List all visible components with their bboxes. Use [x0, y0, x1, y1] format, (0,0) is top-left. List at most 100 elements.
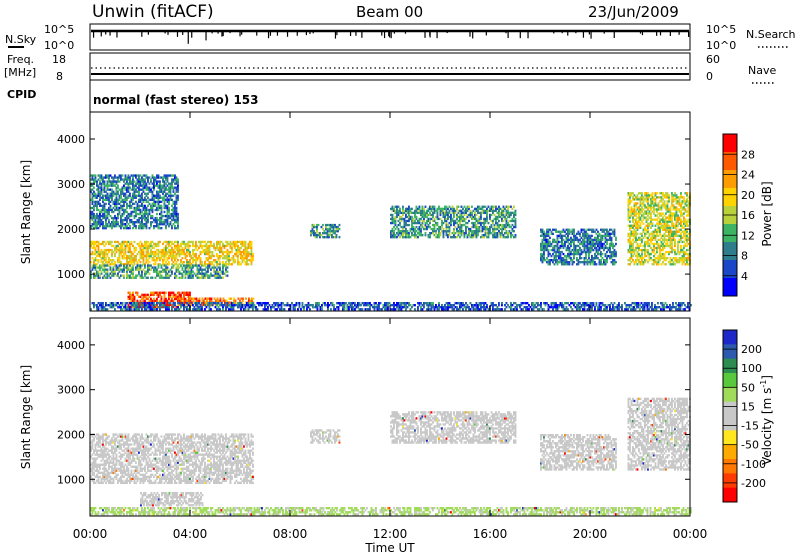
- power-cell: [194, 297, 196, 300]
- power-cell: [630, 250, 633, 254]
- power-cell: [105, 221, 107, 224]
- power-cell: [103, 206, 106, 210]
- power-cell: [555, 230, 557, 233]
- power-cell: [238, 246, 241, 250]
- power-cell: [136, 204, 139, 208]
- power-cell: [474, 234, 476, 237]
- power-cell: [632, 254, 634, 258]
- power-cell: [408, 223, 410, 227]
- power-cell: [175, 188, 178, 191]
- power-cell: [102, 204, 104, 208]
- power-cell: [157, 206, 160, 210]
- power-cell: [226, 244, 229, 248]
- power-cell: [180, 297, 183, 300]
- power-cell: [546, 238, 548, 242]
- power-cell: [109, 248, 112, 252]
- power-cell: [651, 196, 654, 199]
- power-cell: [135, 210, 137, 214]
- power-cell: [311, 232, 314, 235]
- power-cell: [126, 176, 128, 179]
- power-cell: [100, 218, 103, 222]
- power-cell: [666, 242, 669, 246]
- power-cell: [510, 236, 512, 239]
- power-cell: [662, 248, 664, 252]
- power-cell: [592, 242, 595, 246]
- power-cell: [154, 250, 157, 254]
- power-cell: [674, 263, 676, 266]
- power-cell: [660, 236, 663, 240]
- power-cell: [189, 254, 191, 258]
- power-cell: [558, 240, 560, 244]
- power-cell: [144, 186, 146, 189]
- power-cell: [150, 208, 152, 212]
- power-cell: [123, 254, 125, 258]
- power-cell: [102, 264, 104, 267]
- power-cell: [615, 261, 617, 264]
- power-cell: [124, 188, 127, 191]
- power-cell: [613, 254, 616, 258]
- power-cell: [477, 209, 479, 213]
- power-cell: [100, 266, 103, 269]
- power-cell: [121, 223, 124, 226]
- power-cell: [108, 257, 110, 260]
- power-cell: [391, 234, 394, 237]
- power-cell: [156, 176, 158, 179]
- power-cell: [553, 228, 556, 231]
- power-cell: [156, 274, 158, 277]
- power-cell: [647, 224, 649, 227]
- power-cell: [108, 221, 110, 224]
- power-cell: [148, 266, 151, 269]
- power-cell: [162, 252, 164, 256]
- power-cell: [250, 261, 253, 264]
- power-cell: [127, 184, 130, 187]
- power-cell: [541, 257, 544, 260]
- power-cell: [604, 261, 607, 264]
- power-cell: [175, 214, 178, 218]
- power-cell: [513, 215, 515, 219]
- power-cell: [224, 299, 226, 302]
- power-cell: [156, 305, 158, 309]
- power-cell: [144, 204, 146, 208]
- power-cell: [556, 254, 559, 258]
- power-cell: [111, 196, 113, 199]
- power-cell: [187, 295, 190, 299]
- power-cell: [162, 221, 164, 224]
- power-cell: [171, 180, 173, 183]
- power-cell: [129, 214, 131, 218]
- power-cell: [216, 240, 218, 244]
- power-cell: [583, 261, 586, 264]
- power-cell: [102, 176, 104, 179]
- power-cell: [163, 299, 166, 303]
- power-cell: [129, 291, 131, 294]
- power-cell: [94, 266, 97, 269]
- power-cell: [244, 254, 247, 258]
- power-cell: [573, 252, 575, 256]
- power-cell: [564, 261, 566, 264]
- power-cell: [489, 230, 491, 233]
- power-cell: [106, 186, 109, 189]
- power-cell: [204, 268, 206, 271]
- power-cell: [496, 217, 499, 221]
- power-cell: [169, 250, 172, 254]
- power-cell: [198, 268, 200, 271]
- power-cell: [147, 254, 149, 258]
- power-cell: [108, 194, 110, 197]
- power-cell: [178, 295, 181, 299]
- power-cell: [186, 272, 188, 275]
- power-cell: [111, 263, 113, 266]
- power-cell: [659, 250, 661, 254]
- power-cell: [390, 221, 392, 225]
- power-cell: [629, 242, 631, 246]
- power-cell: [142, 259, 145, 262]
- power-cell: [472, 230, 475, 233]
- power-cell: [668, 238, 670, 242]
- power-cell: [250, 244, 253, 248]
- power-cell: [127, 266, 130, 269]
- power-cell: [441, 225, 443, 229]
- power-cell: [129, 259, 131, 262]
- power-cell: [141, 272, 143, 275]
- power-cell: [103, 208, 106, 212]
- power-cell: [214, 248, 217, 252]
- power-cell: [606, 242, 608, 246]
- power-cell: [603, 230, 605, 233]
